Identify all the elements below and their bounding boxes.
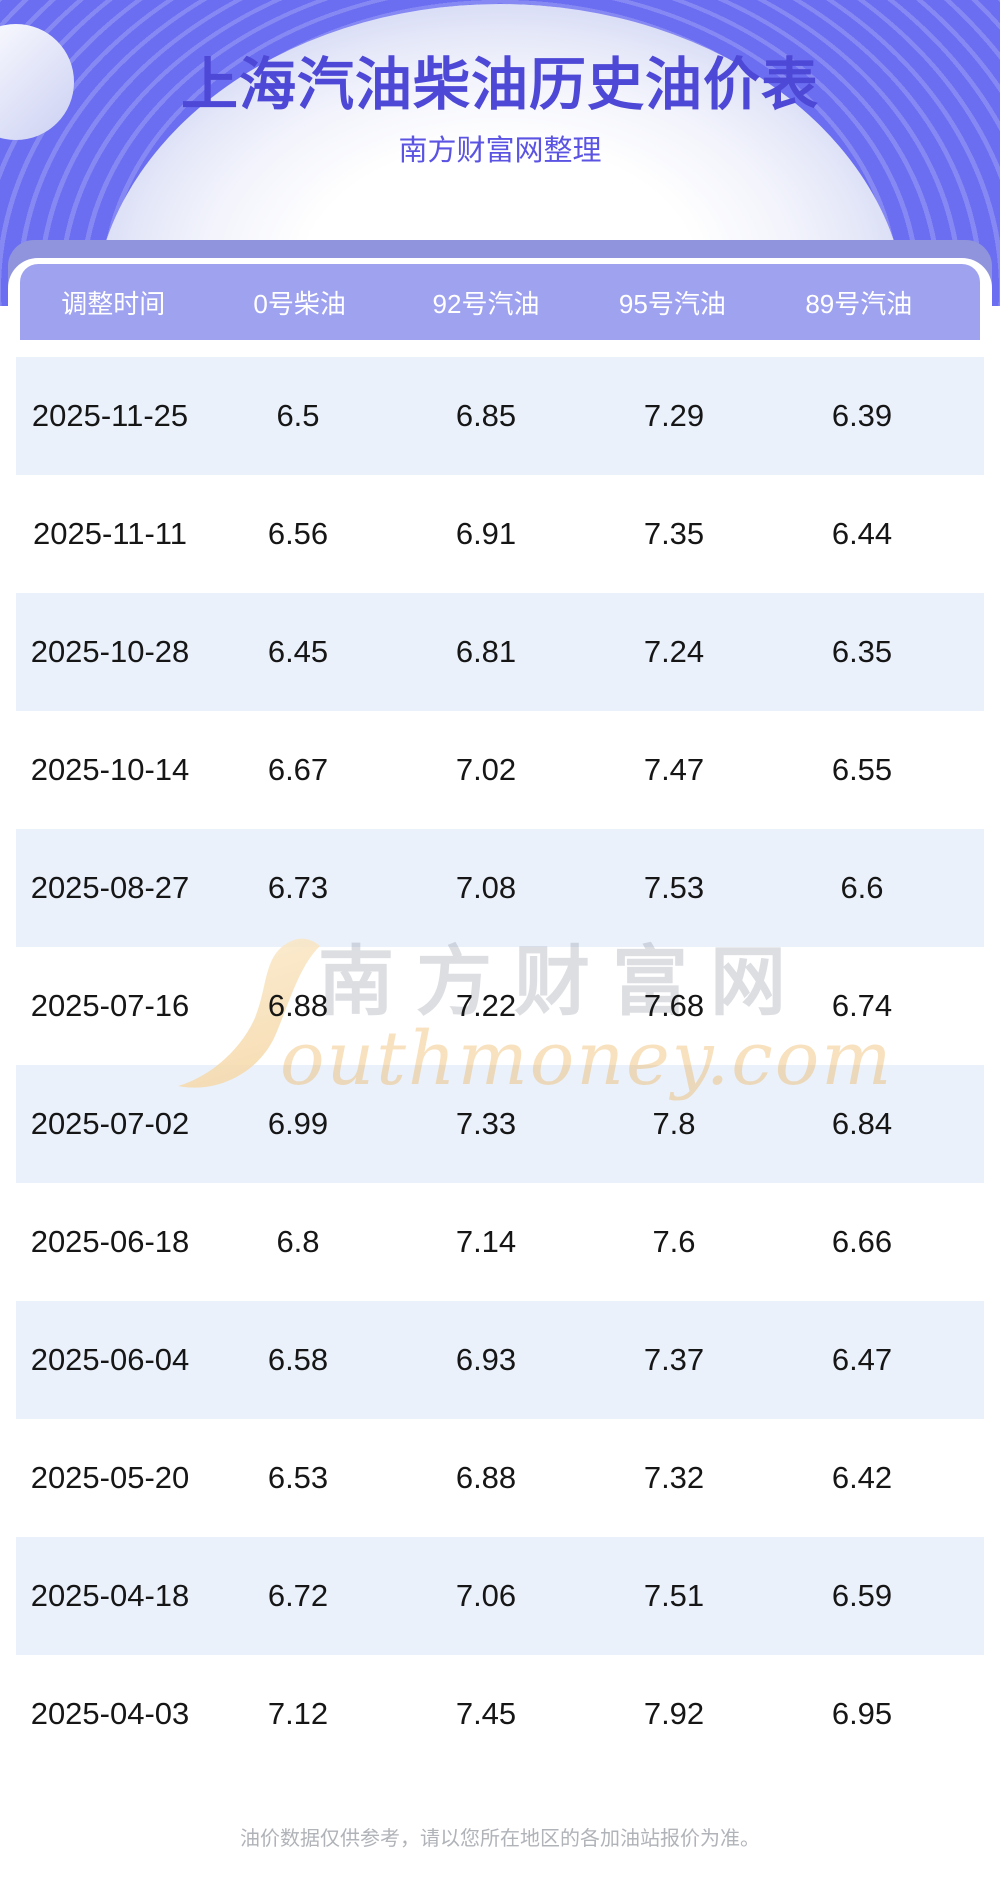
- date-cell: 2025-11-25: [31, 398, 189, 433]
- table-row: 2025-04-03 7.12 7.45 7.92 6.95: [16, 1655, 984, 1773]
- table-header-row: 调整时间 0号柴油 92号汽油 95号汽油 89号汽油: [20, 264, 980, 340]
- price-cell: 6.95: [831, 1696, 893, 1731]
- price-cell: 7.33: [455, 1106, 517, 1141]
- price-cell: 6.8: [276, 1224, 320, 1259]
- price-cell: 6.58: [267, 1342, 329, 1377]
- price-cell: 7.12: [267, 1696, 329, 1731]
- price-cell: 6.5: [276, 398, 320, 433]
- price-cell: 7.53: [643, 870, 705, 905]
- price-cell: 6.74: [831, 988, 893, 1023]
- table-row: 2025-11-25 6.5 6.85 7.29 6.39: [16, 357, 984, 475]
- price-cell: 7.02: [455, 752, 517, 787]
- price-cell: 6.72: [267, 1578, 329, 1613]
- price-cell: 6.39: [831, 398, 893, 433]
- price-cell: 6.99: [267, 1106, 329, 1141]
- price-cell: 7.08: [455, 870, 517, 905]
- price-cell: 6.84: [831, 1106, 893, 1141]
- table-row: 2025-08-27 6.73 7.08 7.53 6.6: [16, 829, 984, 947]
- table-row: 2025-10-28 6.45 6.81 7.24 6.35: [16, 593, 984, 711]
- price-cell: 7.24: [643, 634, 705, 669]
- column-header-0: 调整时间: [61, 288, 166, 319]
- price-cell: 7.47: [643, 752, 705, 787]
- price-cell: 6.59: [831, 1578, 893, 1613]
- price-cell: 6.56: [267, 516, 329, 551]
- date-cell: 2025-07-02: [30, 1106, 190, 1141]
- price-cell: 7.45: [455, 1696, 517, 1731]
- table-body: 2025-11-25 6.5 6.85 7.29 6.39 2025-11-11 6.56 6…: [16, 357, 984, 1773]
- price-cell: 6.47: [831, 1342, 893, 1377]
- date-cell: 2025-04-18: [30, 1578, 190, 1613]
- price-cell: 7.37: [643, 1342, 705, 1377]
- price-cell: 6.42: [831, 1460, 893, 1495]
- table-row: 2025-04-18 6.72 7.06 7.51 6.59: [16, 1537, 984, 1655]
- price-cell: 7.22: [455, 988, 517, 1023]
- price-cell: 6.44: [831, 516, 893, 551]
- price-cell: 7.35: [643, 516, 705, 551]
- price-cell: 6.45: [267, 634, 329, 669]
- price-cell: 6.88: [455, 1460, 517, 1495]
- footer-disclaimer: 油价数据仅供参考，请以您所在地区的各加油站报价为准。: [240, 1828, 760, 1850]
- table-row: 2025-05-20 6.53 6.88 7.32 6.42: [16, 1419, 984, 1537]
- price-cell: 6.35: [831, 634, 893, 669]
- price-cell: 7.6: [652, 1224, 696, 1259]
- price-cell: 6.55: [831, 752, 893, 787]
- date-cell: 2025-08-27: [30, 870, 190, 905]
- date-cell: 2025-11-11: [33, 516, 187, 551]
- price-cell: 7.8: [652, 1106, 696, 1141]
- date-cell: 2025-06-04: [30, 1342, 190, 1377]
- price-cell: 7.06: [455, 1578, 517, 1613]
- table-row: 2025-07-02 6.99 7.33 7.8 6.84: [16, 1065, 984, 1183]
- price-cell: 6.73: [267, 870, 329, 905]
- price-cell: 6.81: [455, 634, 517, 669]
- column-header-2: 92号汽油: [432, 288, 540, 319]
- column-header-3: 95号汽油: [618, 288, 726, 319]
- date-cell: 2025-10-14: [30, 752, 190, 787]
- price-cell: 6.53: [267, 1460, 329, 1495]
- price-cell: 7.32: [643, 1460, 705, 1495]
- page-title: 上海汽油柴油历史油价表: [181, 53, 819, 117]
- price-cell: 6.67: [267, 752, 329, 787]
- price-cell: 6.93: [455, 1342, 517, 1377]
- table-row: 2025-07-16 6.88 7.22 7.68 6.74: [16, 947, 984, 1065]
- price-cell: 7.68: [643, 988, 705, 1023]
- page-subtitle: 南方财富网整理: [398, 135, 602, 167]
- column-header-4: 89号汽油: [805, 288, 913, 319]
- column-header-1: 0号柴油: [253, 288, 346, 319]
- table-row: 2025-06-04 6.58 6.93 7.37 6.47: [16, 1301, 984, 1419]
- date-cell: 2025-05-20: [30, 1460, 190, 1495]
- date-cell: 2025-06-18: [30, 1224, 190, 1259]
- price-cell: 7.51: [643, 1578, 705, 1613]
- price-cell: 6.6: [840, 870, 884, 905]
- date-cell: 2025-07-16: [30, 988, 190, 1023]
- price-cell: 7.14: [455, 1224, 517, 1259]
- date-cell: 2025-04-03: [30, 1696, 190, 1731]
- price-cell: 6.66: [831, 1224, 893, 1259]
- table-row: 2025-11-11 6.56 6.91 7.35 6.44: [16, 475, 984, 593]
- table-row: 2025-10-14 6.67 7.02 7.47 6.55: [16, 711, 984, 829]
- price-cell: 7.92: [643, 1696, 705, 1731]
- price-cell: 6.91: [455, 516, 517, 551]
- price-cell: 6.85: [455, 398, 517, 433]
- price-cell: 6.88: [267, 988, 329, 1023]
- table-row: 2025-06-18 6.8 7.14 7.6 6.66: [16, 1183, 984, 1301]
- price-cell: 7.29: [643, 398, 705, 433]
- date-cell: 2025-10-28: [30, 634, 190, 669]
